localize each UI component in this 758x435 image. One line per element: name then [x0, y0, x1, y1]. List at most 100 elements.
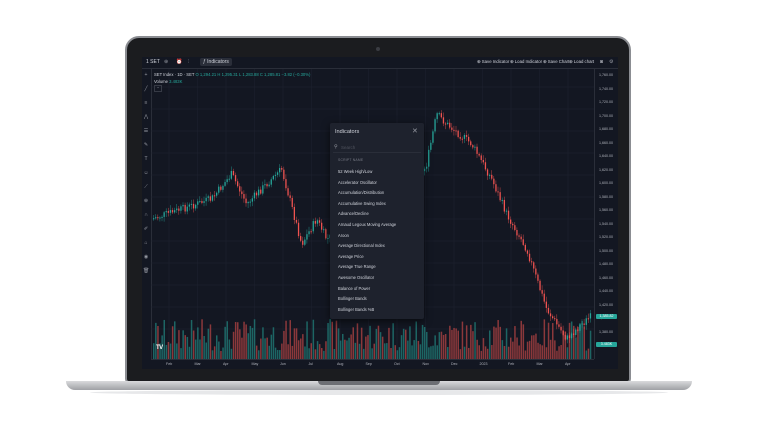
- volume-bar: [216, 335, 218, 359]
- trend-line-icon[interactable]: ╱: [144, 86, 148, 92]
- candle-body: [245, 198, 247, 204]
- cursor-icon[interactable]: +: [144, 72, 148, 78]
- indicator-item[interactable]: Aroon: [338, 232, 349, 238]
- indicator-item[interactable]: Accumulation/Distribution: [338, 190, 385, 196]
- candle-body: [440, 113, 442, 118]
- price-label: 1,680.00: [599, 127, 613, 131]
- candle-body: [325, 229, 327, 239]
- save-chart-button[interactable]: ⊕ Save Chart: [543, 59, 570, 64]
- indicator-item[interactable]: Bollinger Bands %B: [338, 306, 375, 312]
- candle-body: [499, 192, 501, 201]
- symbol-search[interactable]: 1 SET: [146, 59, 160, 65]
- indicator-item[interactable]: Awesome Oscillator: [338, 274, 375, 280]
- volume-bar: [161, 335, 163, 359]
- volume-bar: [312, 319, 315, 359]
- close-icon[interactable]: ✕: [412, 128, 418, 135]
- bar-style-icon[interactable]: ⫶: [188, 59, 190, 65]
- candle-body: [161, 216, 163, 218]
- candle-body: [295, 219, 298, 223]
- volume-bar: [407, 340, 409, 359]
- candle-body: [432, 131, 434, 143]
- magnet-icon[interactable]: ∩: [144, 212, 148, 218]
- candle-body: [549, 313, 552, 317]
- volume-bar: [554, 340, 556, 359]
- text-icon[interactable]: T: [144, 156, 148, 162]
- indicator-item[interactable]: 52 Week High/Low: [338, 169, 373, 174]
- volume-bar: [306, 321, 308, 359]
- ruler-icon[interactable]: ⟋: [144, 184, 148, 190]
- volume-bar: [348, 337, 350, 359]
- pencil-lock-icon[interactable]: ✐: [143, 226, 149, 232]
- smile-icon[interactable]: ☺: [143, 170, 149, 176]
- alert-icon[interactable]: ⏰: [176, 59, 183, 65]
- camera-icon[interactable]: ◙: [600, 59, 604, 65]
- volume-bar: [512, 341, 514, 359]
- candle-body: [165, 211, 167, 213]
- collapse-legend-button[interactable]: ⌃: [154, 85, 162, 92]
- candle-body: [228, 178, 230, 180]
- zoom-icon[interactable]: ⊕: [143, 198, 149, 204]
- search-input[interactable]: ⚲ Search: [333, 143, 421, 153]
- candle-body: [226, 179, 228, 183]
- volume-bar: [237, 322, 239, 359]
- volume-legend: Volume 3.483K: [154, 79, 182, 84]
- price-scale[interactable]: 1,760.00 1,740.00 1,720.00 1,700.00 1,680.00…: [594, 69, 618, 359]
- time-scale[interactable]: Feb Mar Apr May Jun Jul Aug Sep Oct Nov Dec 2023 Feb…: [151, 359, 594, 369]
- trash-icon[interactable]: 🗑: [143, 268, 150, 274]
- indicators-dialog: Indicators ✕ ⚲ Search SCRIPT NAME 52 Wee…: [330, 123, 424, 319]
- candle-body: [318, 220, 321, 223]
- candle-body: [283, 169, 285, 180]
- indicator-item[interactable]: Arnaud Legoux Moving Average: [338, 221, 397, 227]
- indicator-item[interactable]: Balance of Power: [338, 285, 371, 291]
- indicator-item[interactable]: Advance/Decline: [338, 211, 369, 217]
- last-volume-tag: 3.483K: [596, 342, 617, 347]
- candle-body: [547, 307, 550, 314]
- volume-bar: [199, 339, 201, 359]
- price-label: 1,660.00: [599, 140, 613, 145]
- candle-body: [556, 318, 558, 325]
- candle-body: [516, 229, 518, 236]
- load-chart-button[interactable]: ⊕ Load chart: [569, 59, 595, 64]
- save-indicators-button[interactable]: ⊕ Save Indicator: [477, 59, 510, 64]
- indicators-button[interactable]: ƒ Indicators: [200, 58, 232, 66]
- volume-bar: [461, 321, 464, 359]
- eye-icon[interactable]: ◉: [143, 254, 149, 260]
- volume-bar: [190, 320, 193, 359]
- candle-body: [438, 113, 440, 115]
- candle-body: [218, 186, 220, 193]
- volume-bar: [304, 346, 306, 359]
- candle-body: [262, 185, 264, 194]
- volume-bar: [302, 334, 304, 359]
- indicator-item[interactable]: Average Directional Index: [338, 243, 385, 249]
- laptop-base: [66, 381, 692, 390]
- candle-body: [543, 293, 545, 302]
- indicator-item[interactable]: Accumulative Swing Index: [338, 200, 386, 206]
- candle-body: [266, 184, 268, 187]
- candle-body: [478, 153, 480, 156]
- candle-body: [291, 197, 293, 207]
- volume-bar: [371, 348, 373, 359]
- volume-bar: [247, 333, 249, 359]
- indicator-item[interactable]: Average Price: [338, 253, 364, 259]
- indicator-item[interactable]: Accelerator Oscillator: [338, 179, 377, 185]
- volume-bar: [241, 337, 243, 359]
- volume-bar: [520, 320, 522, 359]
- candle-body: [434, 119, 436, 132]
- compare-icon[interactable]: ⊕: [164, 59, 169, 65]
- load-indicators-button[interactable]: ⊕ Load Indicator: [510, 59, 543, 64]
- indicator-item[interactable]: Bollinger Bands: [338, 296, 367, 302]
- forecast-icon[interactable]: ☰: [143, 128, 149, 134]
- indicator-item[interactable]: Average True Range: [338, 264, 376, 270]
- candle-body: [207, 196, 209, 198]
- volume-bar: [153, 343, 155, 359]
- lock-icon[interactable]: ⌂: [144, 240, 148, 246]
- candle-body: [457, 130, 459, 138]
- volume-bar: [514, 326, 516, 359]
- settings-icon[interactable]: ⚙: [609, 59, 614, 65]
- candle-body: [533, 262, 535, 269]
- brush-icon[interactable]: ✎: [143, 142, 149, 148]
- volume-bar: [417, 340, 420, 359]
- fib-icon[interactable]: ≡: [144, 100, 148, 106]
- pattern-icon[interactable]: ⋀: [143, 114, 149, 120]
- dialog-title: Indicators: [335, 129, 360, 135]
